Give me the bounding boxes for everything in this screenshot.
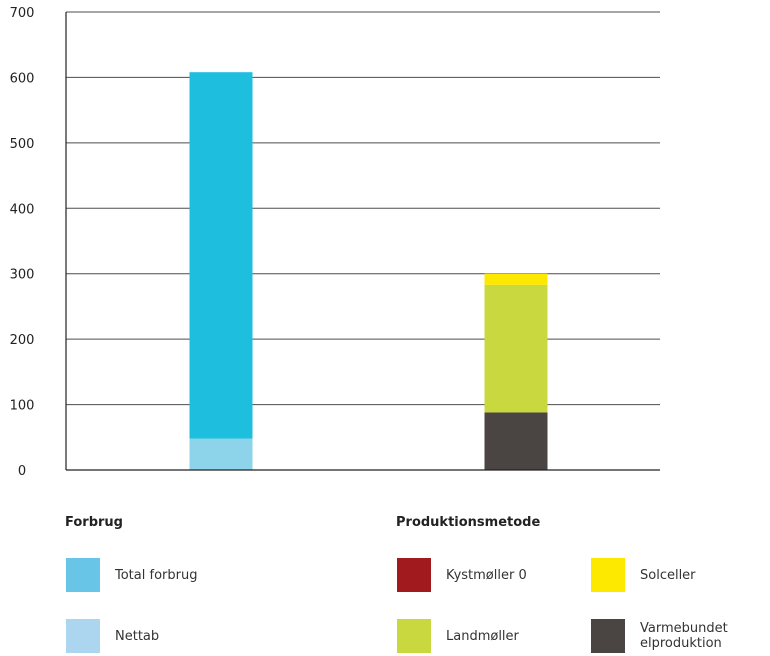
y-tick-label: 400 <box>10 202 35 217</box>
bar-segment-solceller <box>484 273 548 285</box>
bar-segment-landm-ller <box>484 284 548 413</box>
y-tick-label: 0 <box>18 464 26 479</box>
stacked-bar-chart: 0 100 200 300 400 500 600 700 <box>10 6 660 479</box>
legend-swatch-total-forbrug <box>66 558 100 592</box>
legend-produktion-title: Produktionsmetode <box>396 515 541 530</box>
legend-label-nettab: Nettab <box>115 628 160 644</box>
legend-label-kystmoller: Kystmøller 0 <box>446 567 527 583</box>
legend-swatch-landmoller <box>397 619 431 653</box>
legend-swatch-varmebundet <box>591 619 625 653</box>
bar-segment-total-forbrug <box>189 72 253 439</box>
legend-label-solceller: Solceller <box>640 567 696 583</box>
legend-item-total-forbrug: Total forbrug <box>66 558 235 592</box>
legend-item-landmoller: Landmøller <box>397 619 566 653</box>
y-tick-label: 500 <box>10 137 35 152</box>
legend-item-kystmoller: Kystmøller 0 <box>397 558 566 592</box>
y-tick-label: 200 <box>10 333 35 348</box>
y-tick-label: 600 <box>10 71 35 86</box>
bar-segment-varmebundet-elproduktion <box>484 412 548 470</box>
legend-label-total-forbrug: Total forbrug <box>115 567 198 583</box>
legend-swatch-kystmoller <box>397 558 431 592</box>
legend-swatch-solceller <box>591 558 625 592</box>
legend-swatch-nettab <box>66 619 100 653</box>
legend-forbrug-title: Forbrug <box>65 515 123 530</box>
y-tick-label: 700 <box>10 6 35 21</box>
legend-label-landmoller: Landmøller <box>446 628 519 644</box>
legend-label-varmebundet: Varmebundet elproduktion <box>640 621 728 651</box>
legend-item-nettab: Nettab <box>66 619 235 653</box>
legend-item-varmebundet: Varmebundet elproduktion <box>591 619 750 653</box>
bar-segment-nettab <box>189 438 253 470</box>
y-tick-label: 100 <box>10 399 35 414</box>
y-tick-label: 300 <box>10 268 35 283</box>
legend-item-solceller: Solceller <box>591 558 750 592</box>
